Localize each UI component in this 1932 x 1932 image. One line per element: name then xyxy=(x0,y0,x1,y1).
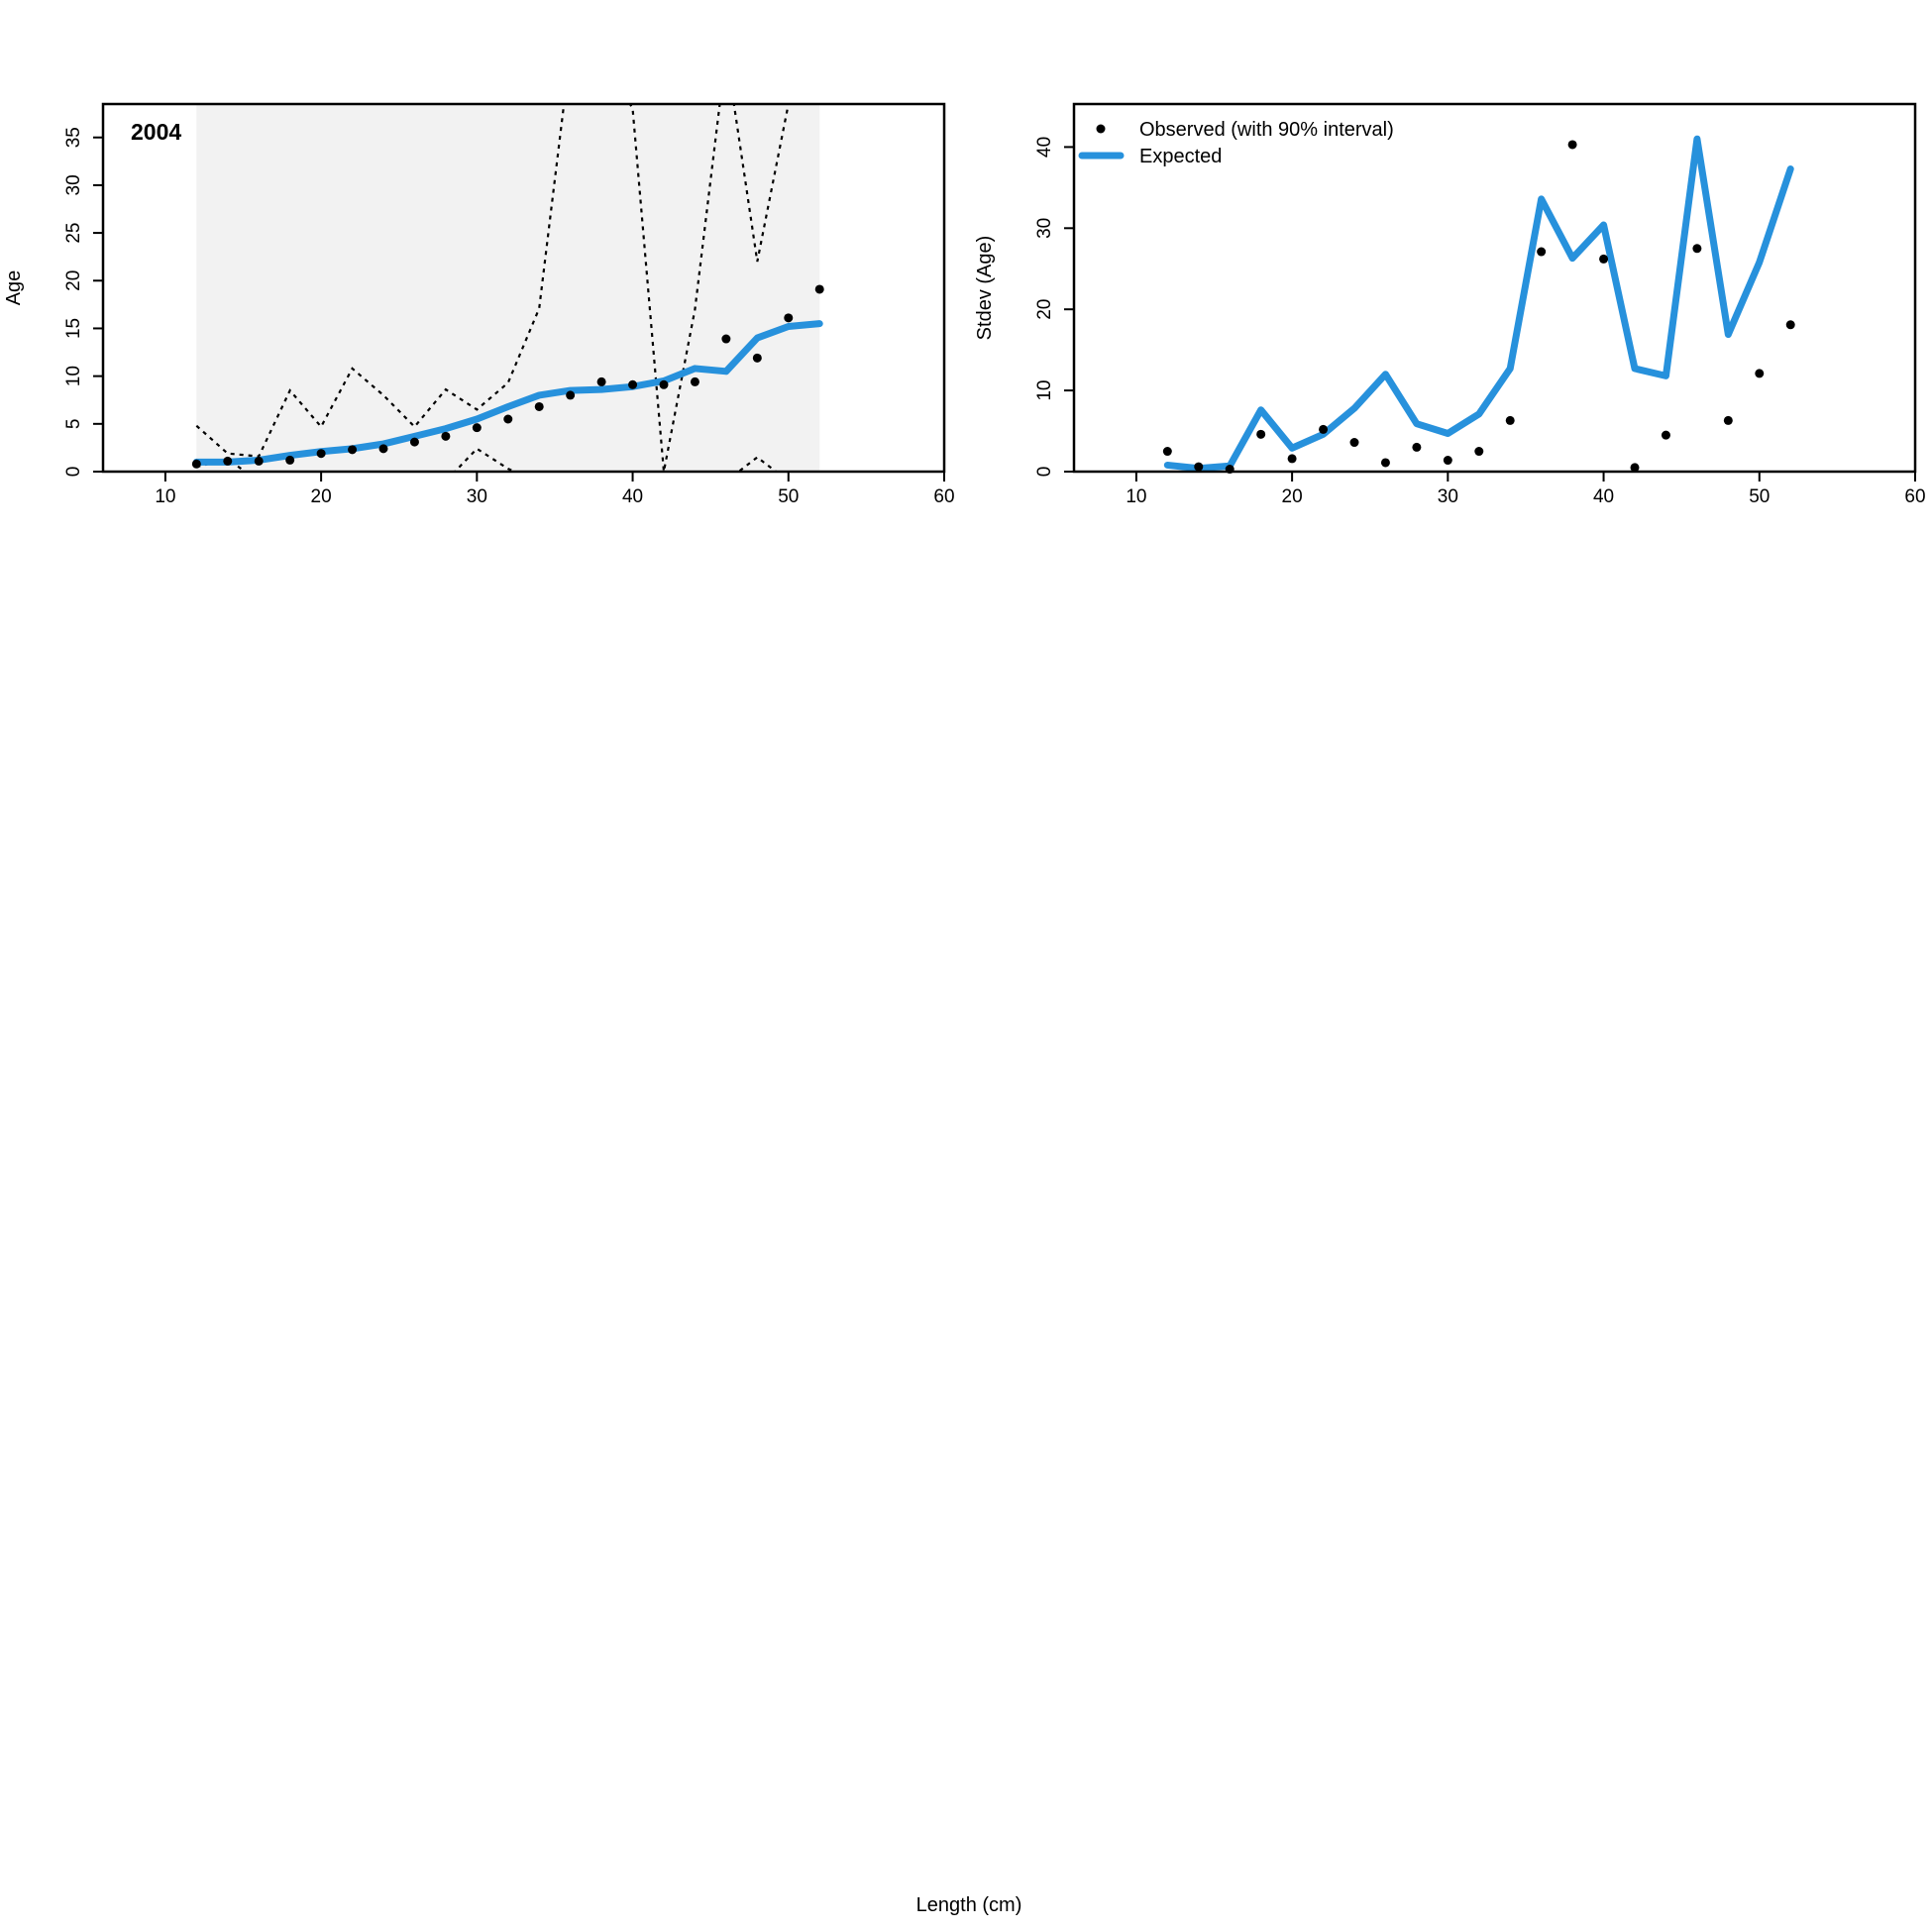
observed-point xyxy=(752,353,762,363)
x-tick-label: 60 xyxy=(1904,486,1925,507)
y-axis-title: Stdev (Age) xyxy=(974,236,996,341)
observed-point xyxy=(1723,415,1733,425)
observed-points xyxy=(191,284,824,469)
observed-point xyxy=(1380,458,1390,468)
observed-point xyxy=(784,313,794,323)
y-axis-title: Age xyxy=(3,270,25,306)
stdev-age-panel: 10 20 30 40 50 60 0 10 20 30 40 Stdev (Age) Obser… xyxy=(974,102,1926,507)
legend-entry-observed: Observed (with 90% interval) xyxy=(1139,119,1394,141)
y-tick-label: 0 xyxy=(63,467,84,478)
x-tick-label: 40 xyxy=(622,486,643,507)
observed-point xyxy=(534,401,544,411)
observed-point xyxy=(659,379,669,389)
observed-point xyxy=(285,455,295,465)
observed-point xyxy=(1785,320,1795,330)
observed-point xyxy=(1505,415,1515,425)
observed-point xyxy=(191,459,201,469)
y-tick-label: 10 xyxy=(1034,380,1055,401)
observed-point xyxy=(1287,454,1297,464)
observed-point xyxy=(721,334,731,344)
observed-point xyxy=(1537,247,1547,257)
y-tick-label: 15 xyxy=(63,318,84,339)
legend-point-marker xyxy=(1096,124,1106,134)
observed-point xyxy=(348,445,358,455)
legend: Observed (with 90% interval) Expected xyxy=(1078,119,1394,167)
x-axis-ticks: 10 20 30 40 50 60 xyxy=(1126,472,1926,507)
x-tick-label: 50 xyxy=(1749,486,1770,507)
observed-point xyxy=(409,437,419,447)
plot-frame xyxy=(1072,102,1917,474)
y-tick-label: 0 xyxy=(1034,467,1055,478)
observed-point xyxy=(1256,429,1266,439)
plot-frame xyxy=(101,102,946,474)
x-tick-label: 30 xyxy=(467,486,487,507)
x-tick-label: 40 xyxy=(1593,486,1614,507)
observed-point xyxy=(472,423,482,433)
observed-point xyxy=(1412,442,1422,452)
observed-point xyxy=(566,390,576,400)
observed-point xyxy=(690,376,699,386)
y-tick-label: 30 xyxy=(63,174,84,195)
y-tick-label: 5 xyxy=(63,419,84,430)
observed-point xyxy=(1443,456,1452,466)
y-tick-label: 25 xyxy=(63,223,84,244)
observed-point xyxy=(1349,438,1359,448)
observed-point xyxy=(254,456,264,466)
y-tick-label: 30 xyxy=(1034,218,1055,239)
observed-point xyxy=(1692,244,1702,254)
panel-label: 2004 xyxy=(131,119,181,145)
observed-point xyxy=(1599,254,1609,264)
observed-point xyxy=(378,444,388,454)
observed-point xyxy=(1162,447,1172,457)
observed-point xyxy=(814,284,824,294)
y-tick-label: 20 xyxy=(63,270,84,291)
observed-point xyxy=(1194,462,1204,472)
observed-point xyxy=(628,379,638,389)
age-at-length-panel: 10 20 30 40 50 60 0 5 10 15 20 25 30 35 2004 Age xyxy=(3,102,955,507)
interval-upper-dotted xyxy=(195,104,791,472)
expected-line xyxy=(1163,135,1794,472)
interval-lines xyxy=(195,104,791,472)
x-tick-label: 60 xyxy=(933,486,954,507)
y-axis-ticks: 0 10 20 30 40 xyxy=(1034,137,1074,477)
x-tick-label: 10 xyxy=(1126,486,1146,507)
observed-point xyxy=(503,414,513,424)
observed-point xyxy=(596,376,606,386)
x-tick-label: 10 xyxy=(155,486,175,507)
y-axis-ticks: 0 5 10 15 20 25 30 35 xyxy=(63,127,103,477)
x-axis-ticks: 10 20 30 40 50 60 xyxy=(155,472,955,507)
observed-points xyxy=(1162,140,1795,475)
y-tick-label: 10 xyxy=(63,366,84,386)
y-tick-label: 40 xyxy=(1034,137,1055,158)
legend-entry-expected: Expected xyxy=(1139,146,1222,167)
expected-line xyxy=(192,320,823,466)
x-tick-label: 30 xyxy=(1438,486,1458,507)
y-tick-label: 20 xyxy=(1034,299,1055,320)
observed-point xyxy=(1474,447,1484,457)
interval-lower-dotted xyxy=(196,447,779,472)
observed-point xyxy=(441,431,451,441)
x-tick-label: 20 xyxy=(1282,486,1303,507)
observed-point xyxy=(1755,369,1765,378)
observed-point xyxy=(1661,430,1670,440)
observed-point xyxy=(316,449,326,459)
y-tick-label: 35 xyxy=(63,127,84,148)
x-tick-label: 20 xyxy=(311,486,332,507)
observed-point xyxy=(1319,424,1329,434)
observed-point xyxy=(1567,140,1577,150)
observed-point xyxy=(223,456,233,466)
observed-point xyxy=(1630,463,1640,473)
x-axis-title: Length (cm) xyxy=(916,1894,1022,1916)
x-tick-label: 50 xyxy=(778,486,799,507)
